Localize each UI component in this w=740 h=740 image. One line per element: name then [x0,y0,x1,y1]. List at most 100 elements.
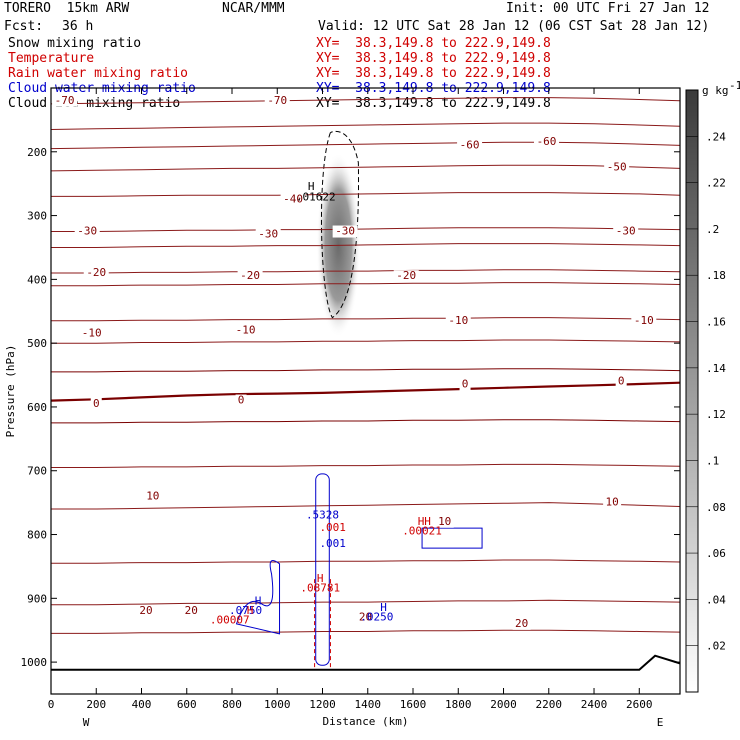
contour-label: H [317,572,324,585]
x-tick-label: 1600 [400,698,427,711]
temperature-contour [50,97,681,105]
y-tick-label: 1000 [21,656,48,669]
contour-label: -40 [283,193,303,206]
temperature-contour [51,243,681,248]
y-tick-label: 800 [27,529,47,542]
temperature-contour [51,269,681,274]
y-tick-label: 500 [27,337,47,350]
y-axis-label: Pressure (hPa) [4,345,17,438]
temperature-contour [51,419,681,424]
valid-time: Valid: 12 UTC Sat 28 Jan 12 (06 CST Sat … [318,19,710,34]
contour-label: H [380,601,387,614]
temperature-contour [51,599,681,606]
colorbar-unit-exponent: -1 [729,79,740,92]
contour-label: .001 [319,521,346,534]
contour-label: -60 [460,138,480,151]
contour-label: -10 [634,314,654,327]
contour-label-background [613,225,639,238]
init-time: Init: 00 UTC Fri 27 Jan 12 [506,1,710,16]
contour-label-background [182,605,201,618]
contour-label: 10 [605,496,618,509]
contour-label: 0 [93,397,100,410]
contour-label: -10 [82,327,102,340]
colorbar-tick-label: .08 [706,501,726,514]
colorbar-tick-label: .12 [706,408,726,421]
contour-label-background [264,94,290,107]
colorbar-tick-label: .02 [706,640,726,653]
contour-label-background [512,617,531,630]
legend-label-rain: Rain water mixing ratio [8,66,189,81]
contour-label: -20 [396,269,416,282]
contour-label: -30 [616,225,636,238]
colorbar-scale [685,89,699,693]
snow-contour [320,130,360,319]
contour-label-background [356,611,375,624]
surface-line [51,654,681,671]
x-tick-label: 1800 [445,698,472,711]
contour-label-background [90,397,102,410]
colorbar-tick-label: .04 [706,593,726,606]
colorbar-tick-label: .14 [706,362,726,375]
contour-label: .01622 [296,191,336,204]
temperature-contour [50,122,681,130]
contour-label: 10 [146,489,159,502]
contour-label: .5328 [306,508,339,521]
temperature-contour [51,317,681,322]
x-tick-label: 800 [222,698,242,711]
model-title: TORERO 15km ARW [4,1,130,16]
contour-label: -10 [448,314,468,327]
legend-label-cloud-water: Cloud water mixing ratio [8,81,196,96]
contour-labels-layer: -70 -70 -60 -60 -50 -40 -30 -30 -30 -30 -20 -20 -20 -… [52,94,657,630]
contour-label: -60 [537,135,557,148]
contour-label-background [52,94,78,107]
contour-label: 0 [618,374,625,387]
contour-label: -10 [236,323,256,336]
contour-label: -30 [77,225,97,238]
contour-label: .00007 [210,614,250,627]
colorbar-tick-label: .06 [706,547,726,560]
temperature-contour [50,381,681,402]
contour-label: 20 [185,604,198,617]
contour-label: H [308,180,315,193]
contour-label-background [74,225,100,238]
contour-label-background [445,314,471,327]
x-tick-label: 1400 [355,698,382,711]
fcst-value: 36 h [62,19,94,34]
contour-label-background [603,496,622,509]
contour-label-background [435,515,454,528]
contour-label: .00021 [402,524,442,537]
cloud-water-contour [315,473,330,666]
temperature-contour [50,164,681,172]
temperature-contour [51,559,681,564]
legend-label-snow: Snow mixing ratio [8,36,142,51]
contour-label: 0 [238,394,245,407]
contour-label: 0 [462,378,469,391]
axes-layer: 0 200 400 600 800 1000 1200 1400 1600 1800 2000 220… [4,87,681,729]
colorbar: .02 .04 .06 .08 .1 .12 .14 .16 .18 .2 .22 .24 g kg -1 [685,79,740,693]
y-tick-label: 700 [27,465,47,478]
contour-label: -30 [335,225,355,238]
x-tick-label: 1000 [264,698,291,711]
legend-xy-rain: XY= 38.3,149.8 to 222.9,149.8 [316,66,551,81]
y-tick-label: 300 [27,210,47,223]
x-tick-label: 400 [132,698,152,711]
contour-label: .001 [319,537,346,550]
temperature-contour [51,368,681,373]
contour-label: 20 [359,610,372,623]
cloud-water-contour [421,527,483,549]
center-name: NCAR/MMM [222,1,285,16]
colorbar-tick-label: .24 [706,130,726,143]
contour-label-background [457,139,483,152]
x-tick-label: 600 [177,698,197,711]
contour-label-background [631,314,657,327]
colorbar-tick-label: .1 [706,454,719,467]
x-tick-label: 0 [48,698,55,711]
contour-label-background [332,225,358,238]
contour-label: -30 [258,228,278,241]
contour-label: 20 [139,604,152,617]
contour-label-background [83,266,109,279]
x-tick-label: 2400 [581,698,608,711]
legend-xy-temperature: XY= 38.3,149.8 to 222.9,149.8 [316,51,551,66]
y-tick-label: 600 [27,401,47,414]
